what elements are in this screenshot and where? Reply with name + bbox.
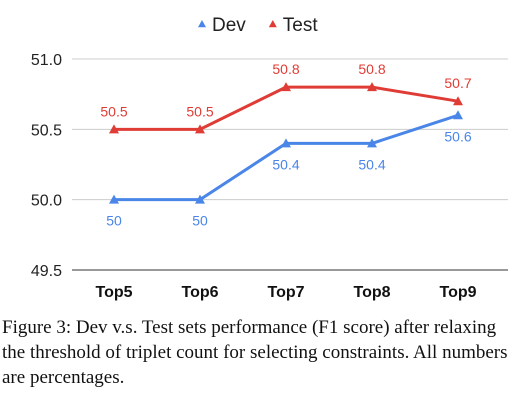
data-label: 50.6 <box>444 128 471 144</box>
x-tick-label: Top7 <box>267 284 304 301</box>
x-tick-label: Top5 <box>95 284 132 301</box>
legend-marker <box>268 20 277 28</box>
data-point <box>195 124 205 134</box>
y-tick-label: 50.5 <box>31 122 62 139</box>
y-tick-label: 50.0 <box>31 193 62 210</box>
data-label: 50.8 <box>358 61 385 77</box>
chart: Dev Test 49.550.050.551.0 Top5 Top6 Top7 Top… <box>31 15 508 301</box>
data-point <box>281 138 291 148</box>
data-label: 50.7 <box>444 75 471 91</box>
x-tick-label: Top6 <box>181 284 218 301</box>
data-label: 50.4 <box>358 156 385 172</box>
x-tick-label: Top8 <box>353 284 390 301</box>
legend: Dev Test <box>198 15 318 36</box>
data-labels: 50 50 50.4 50.4 50.6 50.5 50.5 50.8 50.8 50.7 <box>100 61 471 229</box>
legend-marker <box>198 20 206 28</box>
y-tick-label: 51.0 <box>31 52 62 69</box>
series-lines <box>109 82 463 204</box>
data-point <box>367 138 377 148</box>
data-label: 50 <box>192 213 208 229</box>
data-label: 50.5 <box>100 103 127 119</box>
data-point <box>453 110 463 120</box>
data-label: 50.4 <box>272 156 299 172</box>
x-tick-label: Top9 <box>439 284 476 301</box>
series-line <box>114 85 459 131</box>
x-axis-tick-labels: Top5 Top6 Top7 Top8 Top9 <box>95 284 476 301</box>
data-point <box>109 194 119 204</box>
data-label: 50.5 <box>186 103 213 119</box>
legend-label: Dev <box>212 15 246 36</box>
legend-label: Test <box>283 15 319 36</box>
data-point <box>453 96 463 106</box>
data-point <box>367 82 377 92</box>
data-point <box>109 124 119 134</box>
data-point <box>195 194 205 204</box>
data-label: 50.8 <box>272 61 299 77</box>
data-point <box>281 82 291 92</box>
data-label: 50 <box>106 213 122 229</box>
y-axis-tick-labels: 49.5 50.0 50.5 51.0 <box>31 52 62 280</box>
figure-caption: Figure 3: Dev v.s. Test sets performance… <box>2 317 508 388</box>
y-tick-label: 49.5 <box>31 263 62 280</box>
